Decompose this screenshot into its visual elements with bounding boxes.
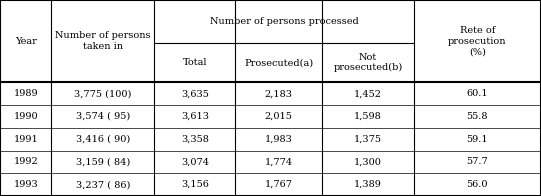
Text: 3,156: 3,156 [181, 180, 209, 189]
Text: Prosecuted(a): Prosecuted(a) [244, 58, 313, 67]
Text: Year: Year [15, 37, 37, 46]
Text: 3,159 ( 84): 3,159 ( 84) [76, 157, 130, 166]
Text: Number of persons
taken in: Number of persons taken in [55, 32, 150, 51]
Text: Rete of
prosecution
(%): Rete of prosecution (%) [448, 26, 507, 56]
Text: Number of persons processed: Number of persons processed [210, 17, 358, 26]
Text: 1992: 1992 [14, 157, 38, 166]
Text: 1989: 1989 [14, 89, 38, 98]
Text: 1,300: 1,300 [354, 157, 382, 166]
Text: 3,613: 3,613 [181, 112, 209, 121]
Text: 3,635: 3,635 [181, 89, 209, 98]
Text: 57.7: 57.7 [466, 157, 489, 166]
Text: Not
prosecuted(b): Not prosecuted(b) [333, 53, 403, 72]
Text: 1993: 1993 [14, 180, 38, 189]
Text: 1990: 1990 [14, 112, 38, 121]
Text: 3,237 ( 86): 3,237 ( 86) [76, 180, 130, 189]
Text: 1,774: 1,774 [265, 157, 293, 166]
Text: 1,767: 1,767 [265, 180, 293, 189]
Text: 60.1: 60.1 [467, 89, 488, 98]
Text: 1991: 1991 [14, 135, 38, 144]
Text: 3,358: 3,358 [181, 135, 209, 144]
Text: Total: Total [182, 58, 207, 67]
Text: 1,452: 1,452 [354, 89, 382, 98]
Text: 2,183: 2,183 [265, 89, 293, 98]
Text: 55.8: 55.8 [467, 112, 488, 121]
Text: 2,015: 2,015 [265, 112, 293, 121]
Text: 1,375: 1,375 [354, 135, 382, 144]
Text: 59.1: 59.1 [467, 135, 488, 144]
Text: 3,574 ( 95): 3,574 ( 95) [76, 112, 130, 121]
Text: 1,983: 1,983 [265, 135, 293, 144]
Text: 3,416 ( 90): 3,416 ( 90) [76, 135, 130, 144]
Text: 1,598: 1,598 [354, 112, 382, 121]
Text: 56.0: 56.0 [467, 180, 488, 189]
Text: 3,775 (100): 3,775 (100) [74, 89, 131, 98]
Text: 1,389: 1,389 [354, 180, 382, 189]
Text: 3,074: 3,074 [181, 157, 209, 166]
